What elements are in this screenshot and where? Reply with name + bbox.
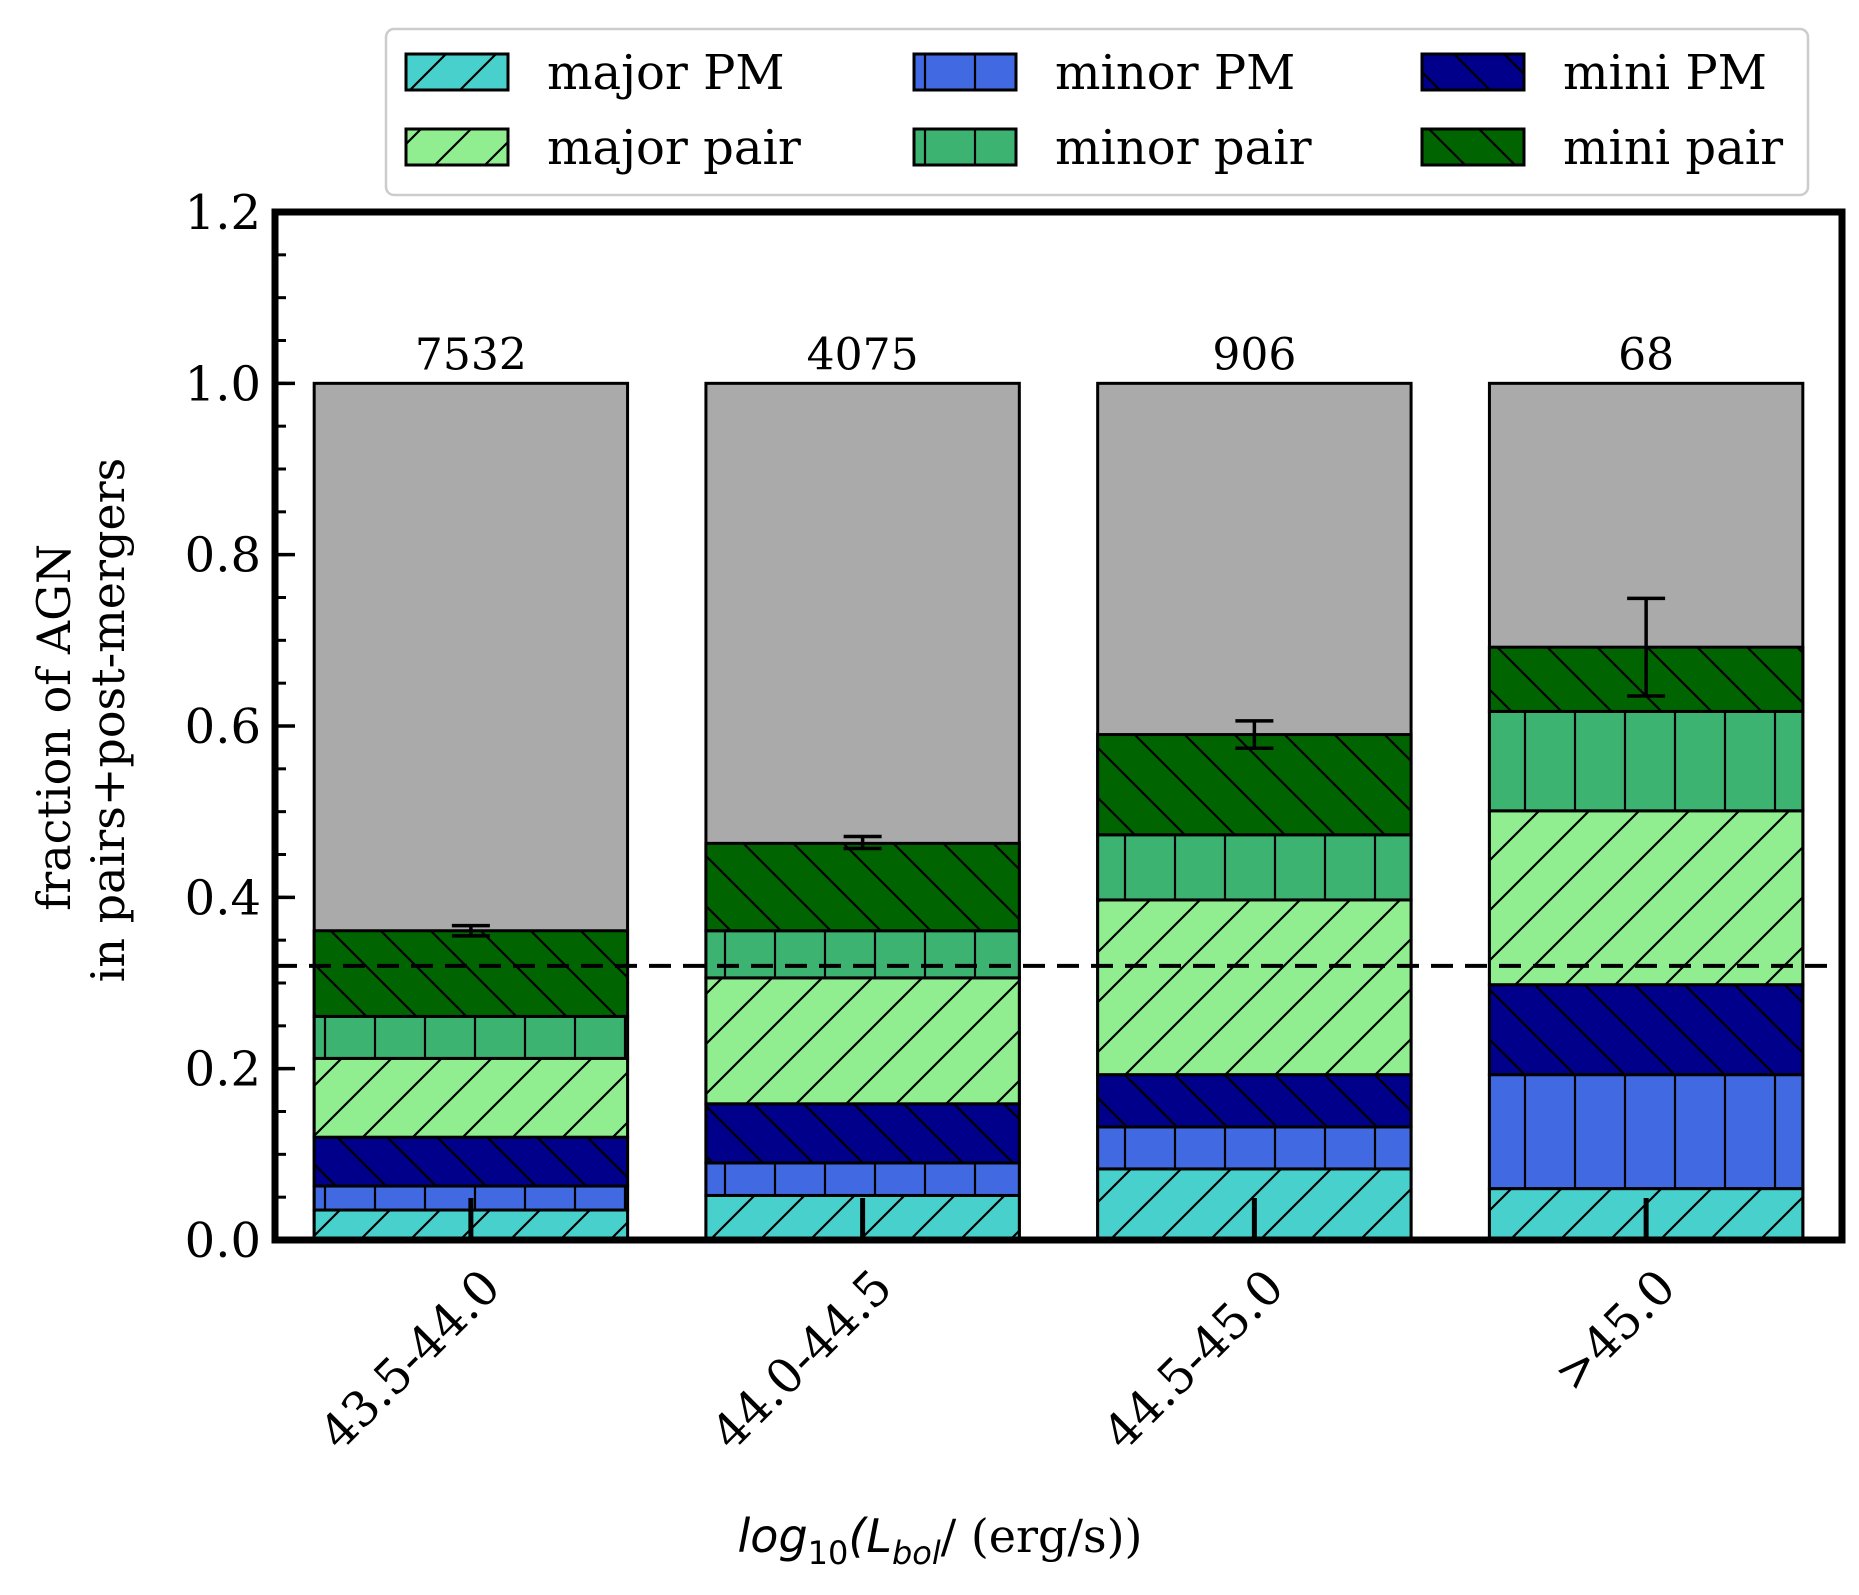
legend-label-0: major PM <box>547 45 785 101</box>
bar-segment-2-3 <box>1096 898 1413 1077</box>
legend-label-5: mini pair <box>1563 120 1783 176</box>
bar-segment-3-4 <box>1487 709 1805 813</box>
y-axis-label: fraction of AGN in pairs+post-mergers <box>27 458 135 983</box>
bar-segment-3-3 <box>1487 809 1805 987</box>
bars-layer <box>312 381 1805 1242</box>
x-axis-label-sub10: 10 <box>808 1534 849 1572</box>
bar-segment-1-4 <box>704 929 1021 980</box>
y-tick-label-4: 0.8 <box>185 528 261 584</box>
legend-swatch-2 <box>1420 52 1526 92</box>
bar-segment-1-5 <box>704 841 1021 933</box>
legend-swatch-4 <box>912 127 1018 167</box>
y-axis-label-line1: fraction of AGN <box>27 544 81 911</box>
x-tick-label-1: 44.0-44.5 <box>701 1259 903 1461</box>
x-tick-label-0: 43.5-44.0 <box>309 1259 511 1461</box>
x-axis-label-sub-bol: bol <box>892 1534 941 1572</box>
legend-swatch-3 <box>404 127 510 167</box>
y-tick-label-3: 0.6 <box>185 699 261 755</box>
x-tick-label-2: 44.5-45.0 <box>1093 1259 1295 1461</box>
bar-count-1: 4075 <box>807 329 919 380</box>
bar-segment-1-2 <box>704 1102 1021 1165</box>
bar-segment-2-4 <box>1096 833 1413 902</box>
x-axis-label: log10(Lbol/ (erg/s)) <box>738 1509 1143 1572</box>
bar-segment-0-3 <box>312 1056 630 1139</box>
bar-count-0: 7532 <box>415 329 527 380</box>
bar-segment-2-5 <box>1096 733 1413 837</box>
bar-count-2: 906 <box>1212 329 1296 380</box>
x-tick-label-3: >45.0 <box>1543 1259 1687 1403</box>
plot-frame <box>271 208 1846 1244</box>
legend: major PM major pair minor PM minor pair mini… <box>384 27 1810 197</box>
bar-segment-2-2 <box>1096 1073 1413 1129</box>
y-tick-label-0: 0.0 <box>185 1213 261 1269</box>
bar-segment-1-3 <box>704 976 1021 1106</box>
bar-segment-0-2 <box>312 1135 630 1188</box>
y-axis-label-line2: in pairs+post-mergers <box>81 458 135 983</box>
bar-segment-1-1 <box>704 1161 1021 1197</box>
bar-segment-2-1 <box>1096 1125 1413 1171</box>
legend-swatch-1 <box>912 52 1018 92</box>
x-axis-label-paren-l: (L <box>848 1509 892 1563</box>
legend-swatch-5 <box>1420 127 1526 167</box>
bar-count-3: 68 <box>1618 329 1674 380</box>
legend-swatch-0 <box>404 52 510 92</box>
legend-label-1: minor PM <box>1055 45 1295 101</box>
y-tick-label-5: 1.0 <box>185 356 261 412</box>
legend-label-4: minor pair <box>1055 120 1312 176</box>
y-tick-label-6: 1.2 <box>185 185 261 241</box>
bar-segment-0-4 <box>312 1014 630 1060</box>
x-axis-label-log: log <box>738 1509 808 1563</box>
legend-label-2: mini PM <box>1563 45 1767 101</box>
bar-count-labels: 7532 4075 906 68 <box>415 329 1674 380</box>
legend-label-3: major pair <box>547 120 801 176</box>
bar-segment-3-2 <box>1487 983 1805 1077</box>
bar-segment-3-1 <box>1487 1073 1805 1191</box>
error-bars <box>451 596 1666 938</box>
y-tick-label-1: 0.2 <box>185 1042 261 1098</box>
y-tick-label-2: 0.4 <box>185 870 261 926</box>
bar-segment-0-5 <box>312 929 630 1018</box>
x-axis-label-units: / (erg/s)) <box>941 1509 1143 1563</box>
